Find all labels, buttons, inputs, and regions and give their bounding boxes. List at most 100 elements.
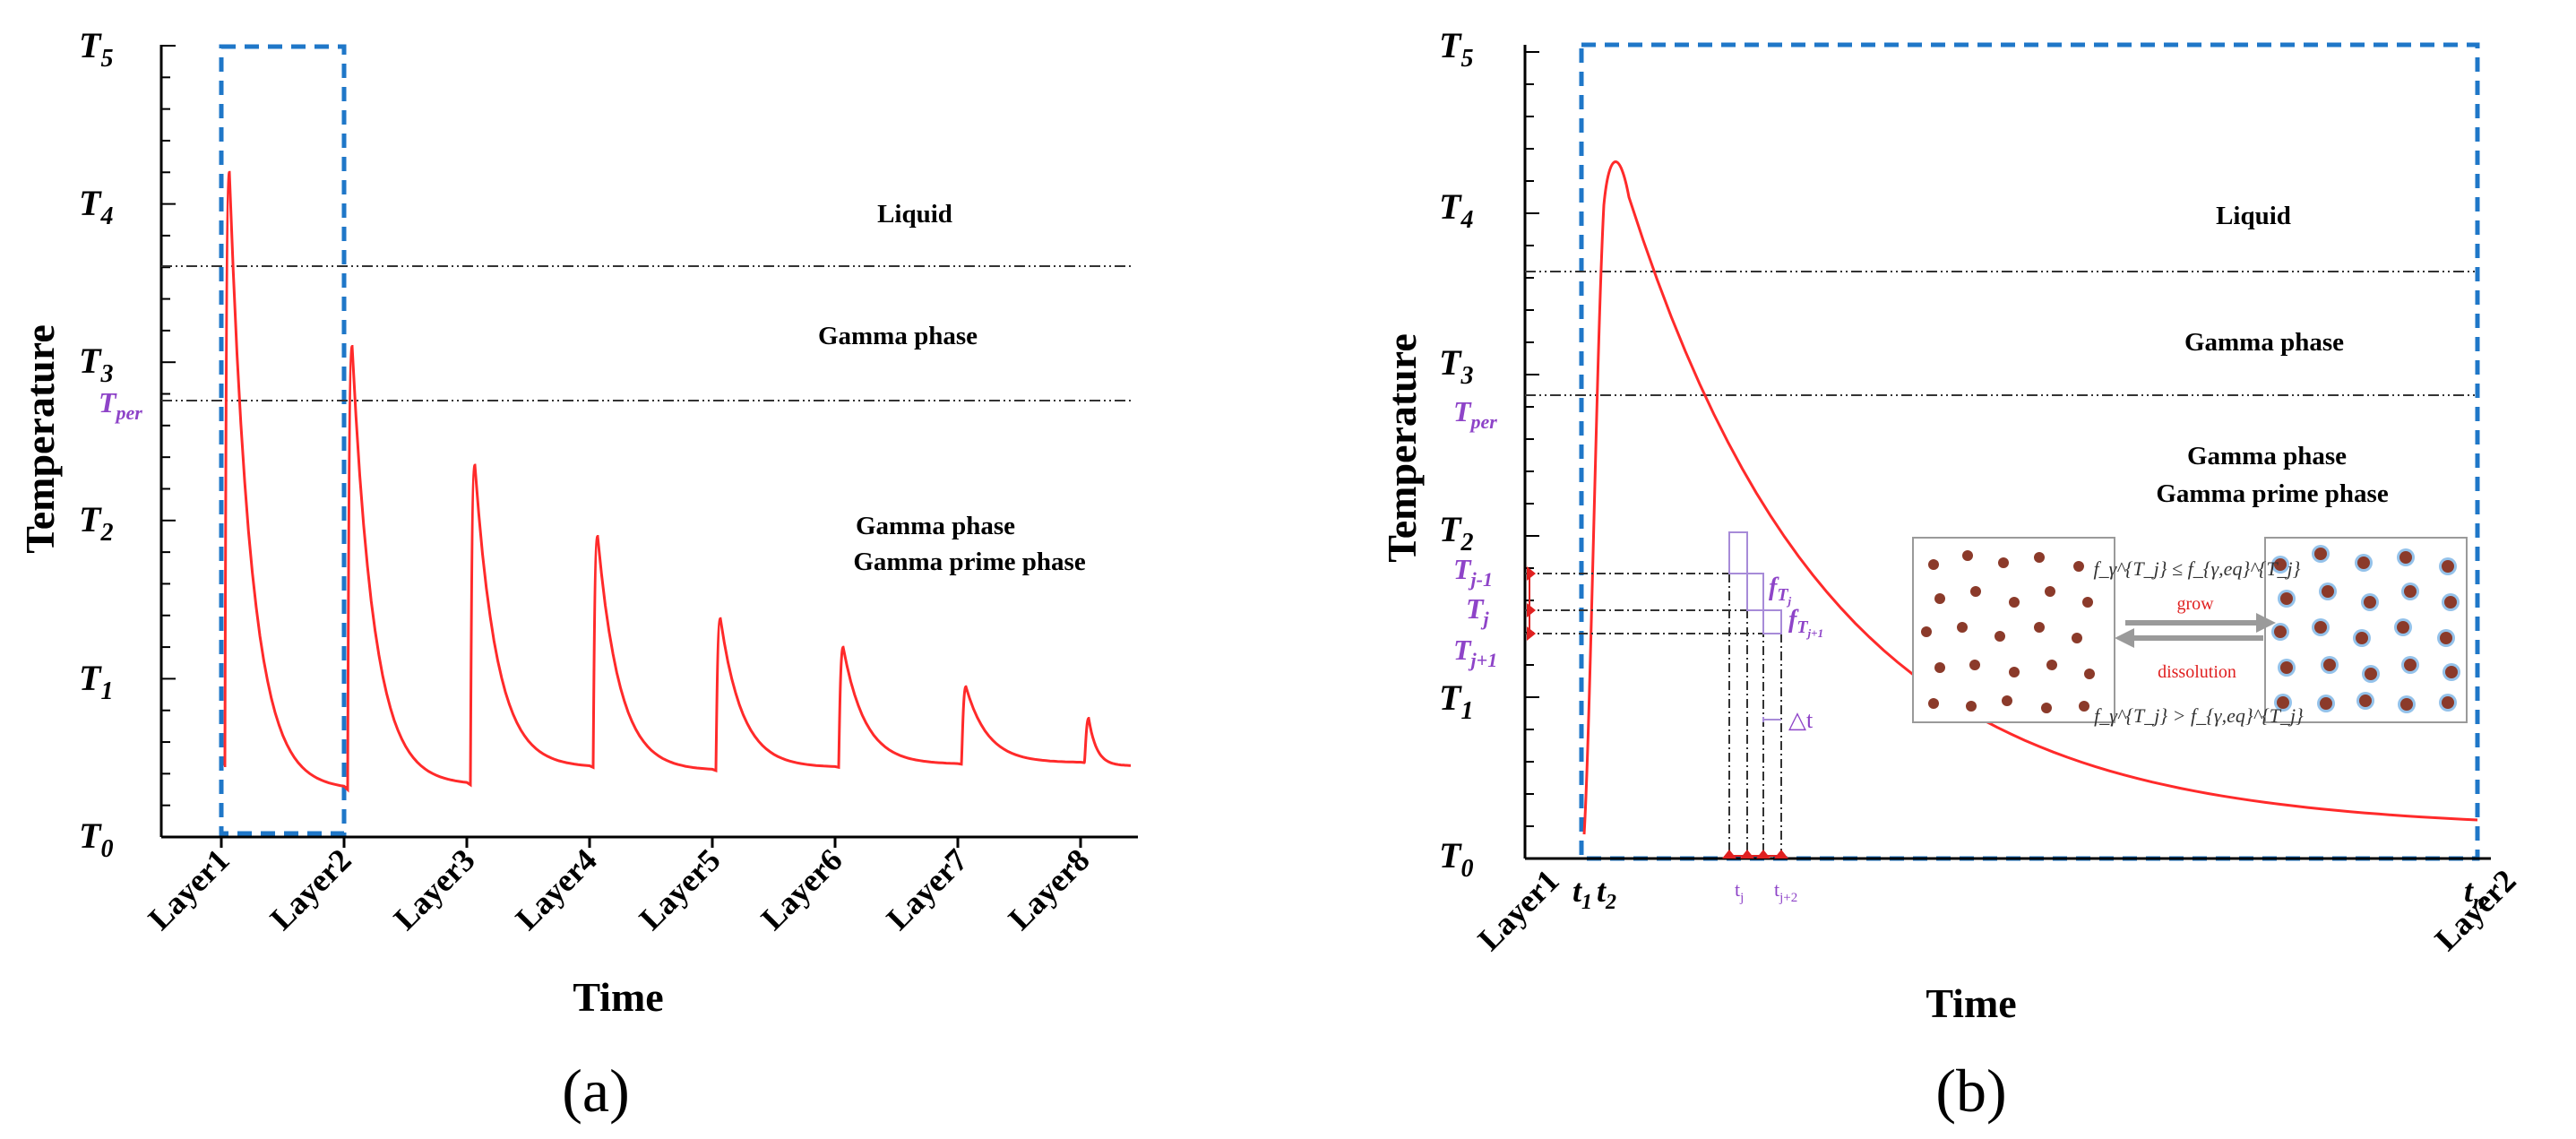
region-label-gamma-prime: Gamma prime phase bbox=[2156, 479, 2389, 508]
x-axis-label: Time bbox=[573, 974, 663, 1020]
x-tick-label-layer3: Layer3 bbox=[387, 841, 482, 936]
temp-marker-label-tj: Tj bbox=[1466, 592, 1490, 630]
fraction-label-ftj+1: fTj+1 bbox=[1788, 606, 1823, 640]
precipitate-particle bbox=[2399, 551, 2412, 564]
precipitate-particle bbox=[2280, 661, 2293, 674]
panel-label-b: (b) bbox=[1935, 1057, 2006, 1125]
y-tick-label-t2: T2 bbox=[1439, 509, 1473, 557]
x-tick-label-layer7: Layer7 bbox=[880, 841, 975, 936]
region-label-gamma: Gamma phase bbox=[2184, 328, 2344, 357]
x-tick-label-layer1: Layer1 bbox=[142, 841, 237, 936]
precipitate-particle bbox=[2009, 597, 2020, 608]
delta-t-label: △t bbox=[1788, 707, 1814, 733]
fraction-label-ftj: fTj bbox=[1769, 574, 1792, 608]
tper-label: Tper bbox=[1453, 395, 1497, 433]
time-label-tn: tn bbox=[2464, 873, 2485, 914]
time-label-t2: t2 bbox=[1597, 873, 1616, 914]
precipitate-particle bbox=[2082, 597, 2093, 608]
x-ticks bbox=[220, 837, 1082, 848]
precipitate-particle bbox=[2397, 621, 2409, 634]
region-label-liquid: Liquid bbox=[877, 200, 952, 229]
region-label-liquid: Liquid bbox=[2216, 202, 2291, 230]
x-tick-label-layer5: Layer5 bbox=[633, 841, 728, 936]
x-tick-label-layer2: Layer2 bbox=[263, 841, 358, 936]
precipitate-particle bbox=[2364, 596, 2376, 608]
precipitate-particle bbox=[2442, 696, 2454, 709]
precipitate-particle bbox=[2322, 585, 2334, 598]
precipitate-particle bbox=[1962, 550, 1973, 561]
y-tick-label-t5: T5 bbox=[1439, 25, 1473, 73]
precipitate-particle bbox=[2400, 698, 2413, 711]
discretization-guides bbox=[1525, 573, 1782, 859]
y-minor-ticks bbox=[1525, 51, 1539, 859]
precipitate-particle bbox=[2357, 557, 2370, 569]
y-tick-label-t4: T4 bbox=[1439, 186, 1473, 234]
dissolution-arrow bbox=[2115, 628, 2263, 648]
precipitate-particle bbox=[2002, 695, 2012, 706]
precipitate-box-small bbox=[1912, 537, 2115, 723]
precipitate-particle bbox=[2084, 669, 2095, 679]
small-precipitates bbox=[1921, 550, 2095, 713]
y-tick-label-t4: T4 bbox=[79, 183, 113, 230]
precipitate-particle bbox=[1921, 626, 1932, 637]
y-tick-label-t3: T3 bbox=[79, 341, 113, 388]
thermal-history-curve bbox=[1582, 160, 2478, 835]
x-axis-label: Time bbox=[1926, 980, 2016, 1026]
precipitate-particle bbox=[2356, 632, 2368, 644]
precipitate-particle bbox=[2445, 666, 2458, 678]
temperature-markers bbox=[1527, 566, 1536, 641]
x-tick-label-layer6: Layer6 bbox=[754, 841, 849, 936]
y-tick-label-t3: T3 bbox=[1439, 342, 1473, 390]
y-axis-label: Temperature bbox=[17, 324, 63, 554]
grown-precipitates bbox=[2271, 545, 2460, 713]
precipitate-particle bbox=[2034, 552, 2045, 563]
panel-b: T5 T4 T3 T2 T1 T0 Tper Tj-1 Tj Tj+1 Laye… bbox=[1379, 25, 2523, 1125]
precipitate-particle bbox=[2046, 660, 2057, 670]
precipitate-particle bbox=[1934, 593, 1945, 604]
precipitate-particle bbox=[2359, 695, 2372, 707]
grow-condition: f_γ^{T_j} ≤ f_{γ,eq}^{T_j} bbox=[2094, 557, 2301, 580]
precipitate-particle bbox=[2079, 701, 2089, 712]
panel-a: T5 T4 T3 T2 T1 T0 Tper Temperature Time … bbox=[17, 25, 1138, 1125]
x-tick-label-layer4: Layer4 bbox=[509, 841, 604, 936]
fraction-steps bbox=[1728, 531, 1782, 722]
dissolution-label: dissolution bbox=[2158, 662, 2236, 682]
panel-label-a: (a) bbox=[562, 1057, 629, 1125]
precipitate-particle bbox=[2320, 697, 2332, 710]
precipitate-particle bbox=[2404, 585, 2417, 598]
precipitate-particle bbox=[1969, 660, 1980, 670]
y-tick-label-t0: T0 bbox=[1439, 835, 1473, 883]
precipitate-particle bbox=[2274, 558, 2287, 571]
grow-label: grow bbox=[2176, 594, 2214, 614]
precipitate-particle bbox=[2034, 622, 2045, 633]
x-end-label-layer1: Layer1 bbox=[1471, 862, 1566, 957]
time-marker-label-tj+2: tj+2 bbox=[1774, 878, 1797, 905]
precipitate-particle bbox=[2280, 592, 2293, 605]
x-tick-label-layer8: Layer8 bbox=[1002, 841, 1097, 936]
grow-arrow bbox=[2125, 613, 2276, 633]
precipitate-particle bbox=[2073, 561, 2084, 572]
precipitate-particle bbox=[2277, 696, 2289, 709]
precipitate-particle bbox=[1934, 662, 1945, 673]
precipitate-particle bbox=[1970, 586, 1981, 597]
precipitate-particle bbox=[2072, 633, 2082, 643]
precipitate-particle bbox=[2009, 667, 2020, 677]
precipitate-particle bbox=[2274, 626, 2287, 638]
y-tick-label-t1: T1 bbox=[79, 658, 113, 705]
highlight-box bbox=[219, 44, 347, 836]
region-label-gamma-prime: Gamma prime phase bbox=[853, 548, 1086, 576]
precipitate-particle bbox=[2365, 668, 2377, 680]
region-label-gamma: Gamma phase bbox=[818, 322, 978, 350]
precipitate-particle bbox=[1928, 559, 1939, 570]
y-tick-label-t2: T2 bbox=[79, 499, 113, 547]
precipitate-particle bbox=[2045, 586, 2055, 597]
precipitate-particle bbox=[1994, 631, 2005, 642]
region-label-gamma-two-phase: Gamma phase bbox=[2187, 442, 2347, 470]
time-marker-label-tj: tj bbox=[1735, 878, 1744, 905]
precipitate-particle bbox=[2314, 621, 2327, 634]
precipitate-particle bbox=[2314, 548, 2327, 560]
precipitate-particle bbox=[2041, 703, 2052, 713]
precipitate-particle bbox=[2442, 560, 2454, 573]
y-tick-label-t1: T1 bbox=[1439, 677, 1473, 725]
